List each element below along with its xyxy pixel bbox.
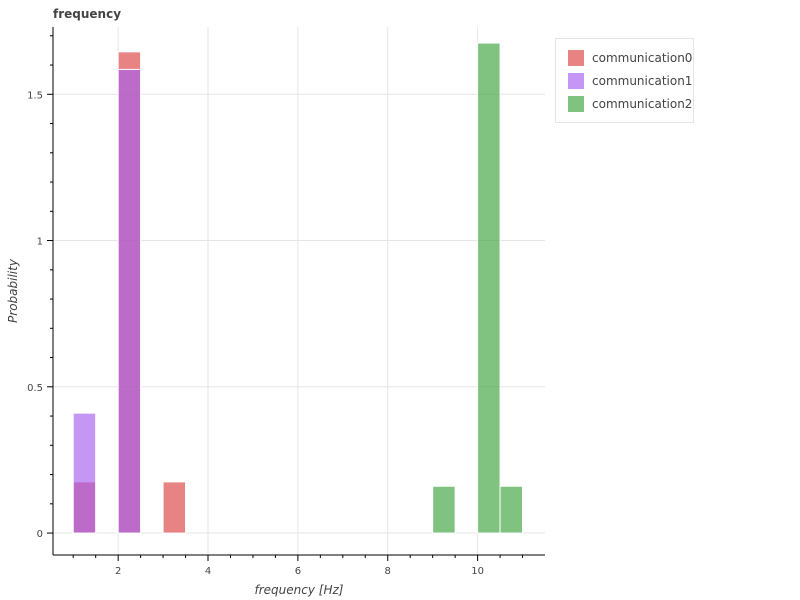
bar-communication2 xyxy=(432,485,456,534)
bar-communication0 xyxy=(162,481,187,534)
legend-item-communication1[interactable]: communication1 xyxy=(568,72,692,90)
x-axis-label: frequency [Hz] xyxy=(254,583,344,597)
bar-communication1 xyxy=(117,68,142,534)
legend-swatch xyxy=(568,50,584,66)
x-tick-label: 4 xyxy=(205,566,211,577)
legend-item-communication0[interactable]: communication0 xyxy=(568,49,692,67)
x-tick-label: 6 xyxy=(295,566,301,577)
y-tick-label: 0.5 xyxy=(27,383,43,394)
y-tick-label: 1 xyxy=(37,237,43,248)
chart-title: frequency xyxy=(53,7,122,21)
legend-swatch xyxy=(568,73,584,89)
x-tick-label: 8 xyxy=(385,566,391,577)
legend-swatch xyxy=(568,96,584,112)
y-tick-label: 0 xyxy=(37,529,43,540)
y-tick-label: 1.5 xyxy=(27,90,43,101)
bar-communication2 xyxy=(477,42,501,534)
axes: 2 4 6 8 10 0 0.5 1 1.5 xyxy=(27,27,545,577)
y-axis-label: Probability xyxy=(6,259,20,323)
x-tick-label: 10 xyxy=(471,566,484,577)
legend-item-communication2[interactable]: communication2 xyxy=(568,95,692,113)
legend-label: communication1 xyxy=(592,74,693,88)
legend-label: communication2 xyxy=(592,97,693,111)
bars xyxy=(72,42,524,534)
legend-label: communication0 xyxy=(592,51,693,65)
bar-communication1 xyxy=(72,412,97,534)
legend: communication0 communication1 communicat… xyxy=(555,38,694,123)
x-tick-label: 2 xyxy=(115,566,121,577)
bar-communication2 xyxy=(499,485,524,534)
